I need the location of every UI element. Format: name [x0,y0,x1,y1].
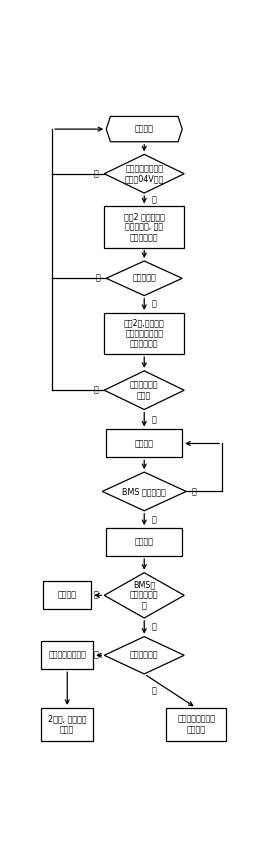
Text: 2秒后, 断开充电
继电器: 2秒后, 断开充电 继电器 [48,714,86,734]
Text: 是: 是 [152,195,157,204]
FancyBboxPatch shape [104,207,184,247]
Text: 否: 否 [94,386,99,394]
Polygon shape [104,155,184,193]
Text: 否: 否 [96,274,101,283]
Text: 否: 否 [152,515,157,524]
FancyBboxPatch shape [166,708,226,741]
Text: 充电至充电电流小
于设定値: 充电至充电电流小 于设定値 [177,714,215,734]
Text: 充电枪被拔出: 充电枪被拔出 [130,650,158,660]
Polygon shape [106,117,182,142]
Text: 持续充电: 持续充电 [135,537,154,547]
Text: 经过2秒,控制器接
受最大充电电流和
最大充电电压: 经过2秒,控制器接 受最大充电电流和 最大充电电压 [124,318,165,349]
FancyBboxPatch shape [43,581,91,609]
Polygon shape [104,637,184,674]
Text: 否: 否 [152,623,157,631]
Text: 否: 否 [94,170,99,178]
Text: 是: 是 [152,300,157,309]
FancyBboxPatch shape [104,313,184,355]
Polygon shape [102,472,186,510]
FancyBboxPatch shape [106,528,182,556]
Text: 交流充电枪已连接
且输出04V电源: 交流充电枪已连接 且输出04V电源 [125,164,164,183]
Text: 是: 是 [192,487,197,496]
Text: 停止充电: 停止充电 [58,591,77,599]
Polygon shape [106,261,182,296]
Text: BMS发
达停止充电报
文: BMS发 达停止充电报 文 [130,580,158,610]
Text: 继电器吸合: 继电器吸合 [132,274,156,283]
Polygon shape [104,371,184,409]
Text: 充电机准备充
电完成: 充电机准备充 电完成 [130,381,158,400]
Text: BMS 根充电故障: BMS 根充电故障 [122,487,166,496]
Text: 发送停止充电命令: 发送停止充电命令 [48,650,86,660]
FancyBboxPatch shape [41,641,93,670]
Text: 是: 是 [152,415,157,424]
Text: 经过2 秒吸合交流
充电继电器, 整车
进入充电模式: 经过2 秒吸合交流 充电继电器, 整车 进入充电模式 [124,212,165,242]
Polygon shape [104,573,184,618]
Text: 充电准备: 充电准备 [135,125,154,133]
FancyBboxPatch shape [106,430,182,458]
Text: 开始充电: 开始充电 [135,439,154,448]
FancyBboxPatch shape [41,708,93,741]
Text: 是: 是 [94,650,99,660]
Text: 否: 否 [152,687,157,695]
Text: 是: 是 [94,591,99,599]
